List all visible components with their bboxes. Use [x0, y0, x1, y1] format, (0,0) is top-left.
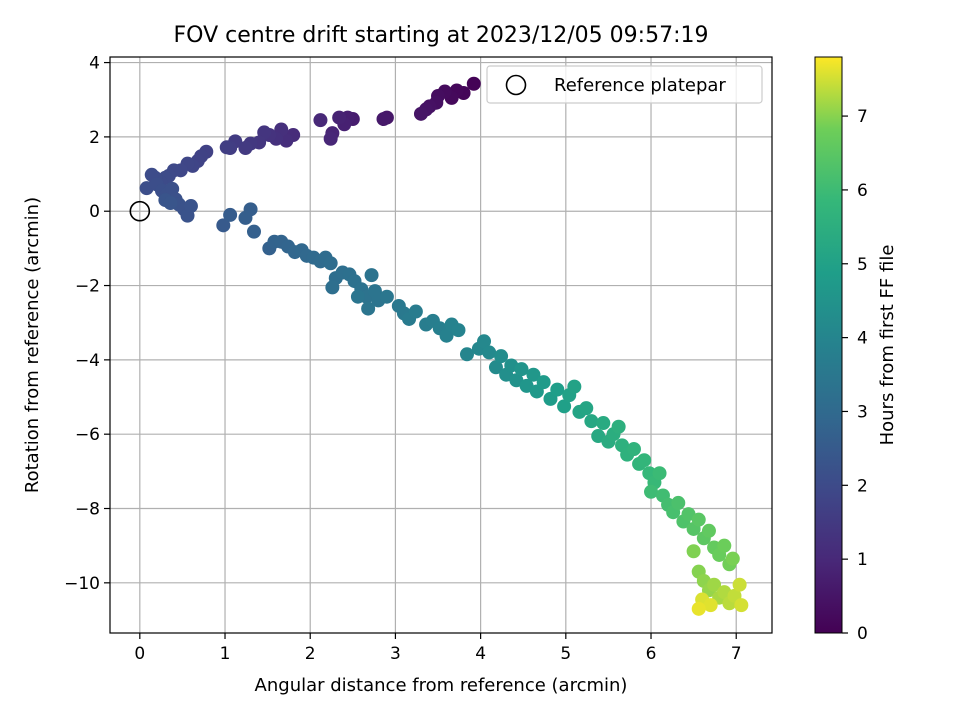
data-point: [626, 442, 641, 457]
x-tick-label: 1: [220, 644, 231, 664]
x-tick-label: 7: [731, 644, 742, 664]
data-point: [364, 268, 379, 283]
data-point: [323, 131, 338, 146]
data-point: [526, 367, 541, 382]
data-point: [313, 113, 328, 128]
y-axis-ticks: 4 2 0 −2 −4 −6 −8 −10: [64, 54, 110, 594]
grid-lines: [110, 57, 772, 633]
y-tick-label: 2: [89, 128, 100, 148]
colorbar-tick-label: 3: [857, 402, 868, 422]
x-axis-ticks: 0 1 2 3 4 5 6 7: [134, 633, 742, 664]
data-point: [332, 110, 347, 125]
data-point: [163, 196, 178, 211]
data-point: [477, 334, 492, 349]
data-point: [567, 379, 582, 394]
data-point: [691, 601, 706, 616]
y-tick-label: −8: [75, 500, 100, 520]
data-point: [494, 349, 509, 364]
data-point: [681, 507, 696, 522]
data-point: [509, 373, 524, 388]
data-point: [584, 414, 599, 429]
colorbar-tick-label: 1: [857, 550, 868, 570]
y-tick-label: −4: [75, 351, 100, 371]
data-point: [488, 360, 503, 375]
data-point: [591, 429, 606, 444]
data-point: [637, 453, 652, 468]
colorbar-tick-label: 6: [857, 181, 868, 201]
data-point: [408, 304, 423, 319]
colorbar-tick-label: 2: [857, 476, 868, 496]
y-tick-label: 4: [89, 54, 100, 74]
colorbar-label: Hours from first FF file: [877, 245, 898, 446]
data-point: [350, 289, 365, 304]
y-tick-label: −2: [75, 277, 100, 297]
data-point: [703, 598, 718, 613]
y-tick-label: −6: [75, 425, 100, 445]
legend-entry-reference-platepar: Reference platepar: [554, 75, 726, 96]
data-point: [361, 301, 376, 316]
data-point: [701, 523, 716, 538]
data-point: [439, 328, 454, 343]
data-point: [644, 484, 659, 499]
x-tick-label: 3: [390, 644, 401, 664]
colorbar-tick-label: 7: [857, 107, 868, 127]
data-point: [652, 466, 667, 481]
data-point: [183, 199, 198, 214]
data-point: [379, 289, 394, 304]
legend-box: [486, 65, 763, 104]
data-point: [707, 577, 722, 592]
data-point: [459, 347, 474, 362]
colorbar-ticks: 0 1 2 3 4 5 6 7: [842, 107, 868, 644]
data-point: [451, 323, 466, 338]
data-point: [717, 538, 732, 553]
colorbar: [814, 56, 843, 634]
x-tick-label: 4: [475, 644, 486, 664]
colorbar-tick-label: 4: [857, 329, 868, 349]
data-point: [725, 551, 740, 566]
y-tick-label: −10: [64, 574, 100, 594]
data-point: [376, 112, 391, 127]
legend: Reference platepar: [486, 65, 763, 104]
data-point: [596, 416, 611, 431]
x-tick-label: 5: [560, 644, 571, 664]
data-point: [514, 362, 529, 377]
x-axis-label: Angular distance from reference (arcmin): [255, 675, 628, 696]
data-point: [519, 378, 534, 393]
data-point: [216, 218, 231, 233]
x-tick-label: 0: [134, 644, 145, 664]
legend-reference-marker: [505, 74, 527, 96]
data-point: [482, 345, 497, 360]
colorbar-tick-label: 5: [857, 255, 868, 275]
plot-frame: [109, 56, 773, 634]
data-point: [323, 256, 338, 271]
data-point: [611, 419, 626, 434]
x-tick-label: 2: [305, 644, 316, 664]
data-point: [671, 495, 686, 510]
data-point: [734, 598, 749, 613]
data-point: [536, 375, 551, 390]
data-point: [691, 512, 706, 527]
y-axis-label: Rotation from reference (arcmin): [22, 197, 43, 493]
data-point: [550, 382, 565, 397]
chart-title: FOV centre drift starting at 2023/12/05 …: [174, 23, 709, 48]
data-point: [238, 141, 253, 156]
data-point: [466, 76, 481, 91]
data-point: [325, 280, 340, 295]
data-point: [686, 544, 701, 559]
y-tick-label: 0: [89, 202, 100, 222]
data-point: [223, 207, 238, 222]
reference-platepar-marker: [129, 200, 151, 222]
data-point: [579, 401, 594, 416]
data-point: [246, 224, 261, 239]
data-point: [243, 202, 258, 217]
data-point: [732, 577, 747, 592]
data-point: [219, 140, 234, 155]
colorbar-tick-label: 0: [857, 624, 868, 644]
scatter-points: [139, 76, 749, 616]
data-point: [557, 399, 572, 414]
x-tick-label: 6: [646, 644, 657, 664]
data-point: [413, 106, 428, 121]
